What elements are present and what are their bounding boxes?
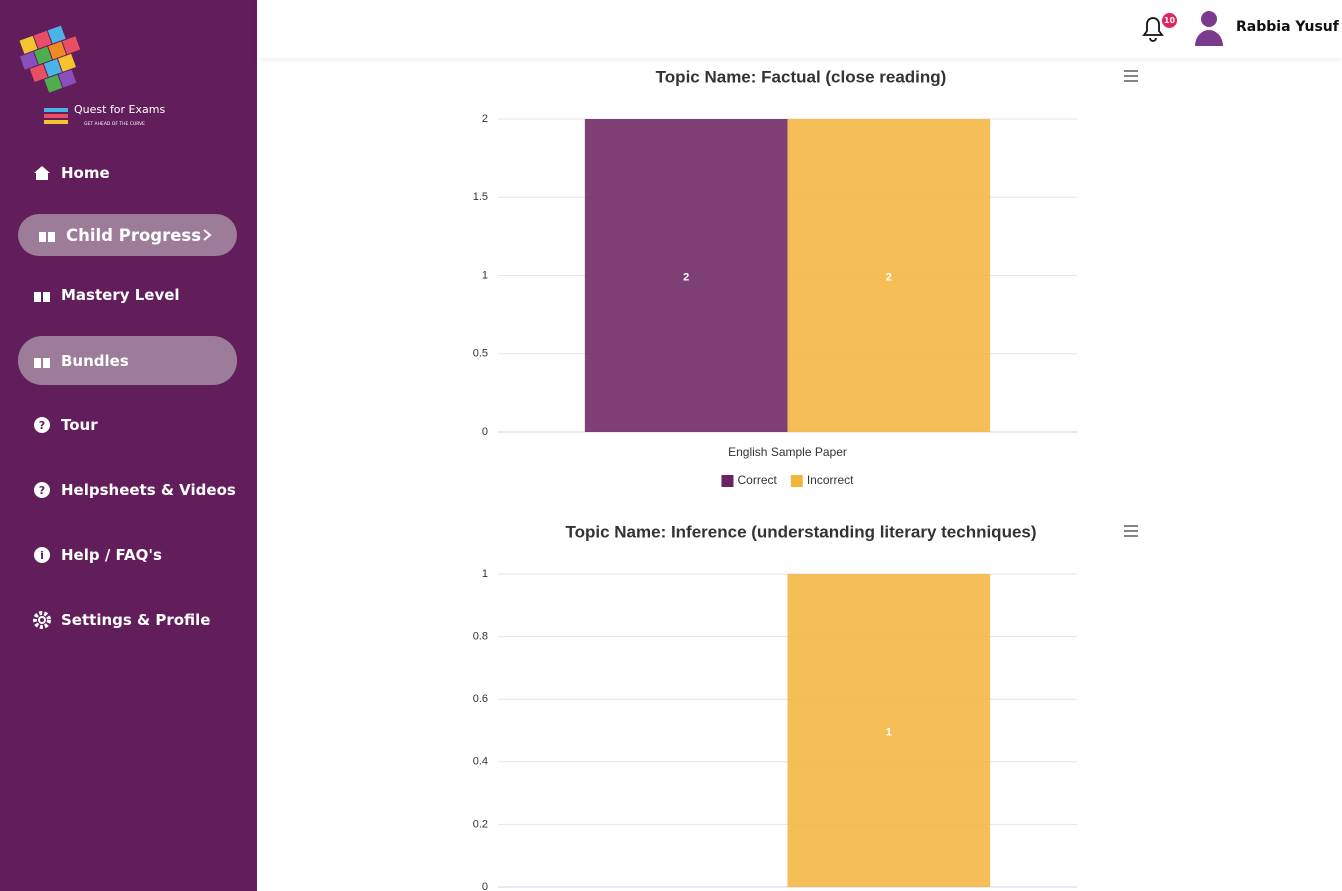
svg-text:?: ? xyxy=(39,419,45,432)
data-label: 2 xyxy=(886,271,892,283)
legend-label: Incorrect xyxy=(807,473,854,487)
y-tick-label: 1 xyxy=(482,568,488,580)
menu-item[interactable]: Home xyxy=(18,149,237,197)
menu-label: Child Progress xyxy=(66,225,202,245)
legend-swatch xyxy=(790,475,803,487)
x-tick-label: English Sample Paper xyxy=(728,445,847,459)
menu-label: Home xyxy=(61,164,110,182)
menu-item[interactable]: i Help / FAQ's xyxy=(18,531,237,579)
menu-item[interactable]: Mastery Level xyxy=(18,271,237,319)
menu-label: Help / FAQ's xyxy=(61,546,162,564)
y-tick-label: 0.4 xyxy=(473,756,488,768)
data-label: 2 xyxy=(683,271,689,283)
y-tick-label: 1 xyxy=(482,269,488,281)
avatar[interactable] xyxy=(1193,10,1225,46)
bar xyxy=(787,119,991,432)
menu-label: Mastery Level xyxy=(61,286,180,304)
sidebar: Quest for Exams GET AHEAD OF THE CURVE H… xyxy=(0,0,257,891)
header: 10 Rabbia Yusuf xyxy=(257,0,1342,58)
y-tick-label: 0.2 xyxy=(473,818,488,830)
y-tick-label: 2 xyxy=(482,113,488,125)
notification-bell[interactable] xyxy=(1140,14,1166,42)
chart-title: Topic Name: Inference (understanding lit… xyxy=(565,522,1036,541)
menu-item[interactable]: ? Tour xyxy=(18,401,237,449)
y-tick-label: 0.6 xyxy=(473,693,488,705)
notification-badge: 10 xyxy=(1162,13,1177,28)
svg-text:i: i xyxy=(40,549,44,562)
bar xyxy=(584,119,788,432)
menu-label: Tour xyxy=(61,416,98,434)
legend-label: Correct xyxy=(737,473,777,487)
y-tick-label: 0 xyxy=(482,881,488,891)
menu-label: Settings & Profile xyxy=(61,611,211,629)
legend-swatch xyxy=(721,475,734,487)
y-tick-label: 0.8 xyxy=(473,631,488,643)
chart-title: Topic Name: Factual (close reading) xyxy=(656,67,947,86)
menu-item[interactable]: Bundles xyxy=(18,336,237,385)
bar xyxy=(787,574,991,887)
logo[interactable]: Quest for Exams GET AHEAD OF THE CURVE xyxy=(0,0,200,140)
logo-tagline: GET AHEAD OF THE CURVE xyxy=(84,121,145,127)
y-tick-label: 0.5 xyxy=(473,348,488,360)
menu-item-active[interactable]: Child Progress xyxy=(18,214,237,256)
logo-text: Quest for Exams xyxy=(74,103,165,116)
data-label: 1 xyxy=(886,726,892,738)
menu-item[interactable]: ? Helpsheets & Videos xyxy=(18,466,237,514)
menu-label: Bundles xyxy=(61,351,129,370)
user-name[interactable]: Rabbia Yusuf xyxy=(1236,19,1339,35)
menu-item[interactable]: Settings & Profile xyxy=(18,596,237,644)
svg-text:?: ? xyxy=(39,484,45,497)
y-tick-label: 0 xyxy=(482,426,488,438)
y-tick-label: 1.5 xyxy=(473,191,488,203)
menu-label: Helpsheets & Videos xyxy=(61,481,236,499)
